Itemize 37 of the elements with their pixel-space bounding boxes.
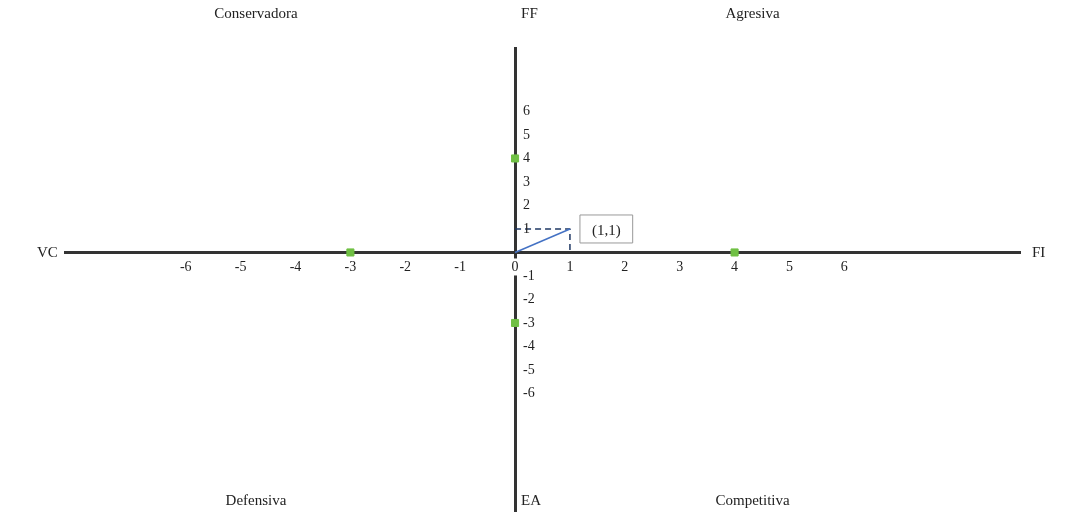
y-tick-label: 4 — [523, 150, 531, 166]
point — [346, 248, 355, 257]
text: FF — [521, 5, 538, 21]
point — [511, 154, 520, 163]
x-tick-label: 2 — [621, 259, 629, 275]
y-tick-label: 1 — [523, 220, 531, 236]
y-tick-label: 2 — [523, 197, 531, 213]
y-tick-label: -6 — [523, 385, 535, 401]
y-tick-label: -4 — [523, 338, 535, 354]
y-tick-label: -5 — [523, 361, 535, 377]
x-tick-label: 1 — [566, 259, 574, 275]
y-tick-label: 3 — [523, 173, 531, 189]
x-tick-label: -2 — [399, 259, 412, 275]
annotation: (1,1) — [591, 221, 621, 239]
x-tick-label: -4 — [289, 259, 302, 275]
x-tick-label: -5 — [234, 259, 247, 275]
point — [730, 248, 739, 257]
y-tick-label: 5 — [523, 126, 531, 142]
text: Conservadora — [214, 5, 298, 21]
annotation: Defensiva — [225, 492, 287, 508]
x-tick-label: 6 — [840, 259, 848, 275]
text: Agresiva — [725, 5, 781, 21]
x-tick-label: 3 — [676, 259, 684, 275]
x-tick-label: -6 — [179, 259, 192, 275]
text: FI — [1032, 244, 1046, 261]
x-tick-label: 5 — [785, 259, 793, 275]
y-tick-label: -3 — [523, 314, 535, 330]
y-tick-label: 6 — [523, 103, 531, 119]
annotation: Competitiva — [715, 492, 791, 508]
text: VC — [37, 244, 58, 261]
x-tick-label: 0 — [511, 259, 519, 275]
y-tick-label: -2 — [523, 291, 535, 307]
annotation: EA — [521, 492, 542, 508]
x-tick-label: -1 — [454, 259, 467, 275]
x-tick-label: -3 — [344, 259, 357, 275]
x-tick-label: 4 — [731, 259, 739, 275]
point — [511, 318, 520, 328]
